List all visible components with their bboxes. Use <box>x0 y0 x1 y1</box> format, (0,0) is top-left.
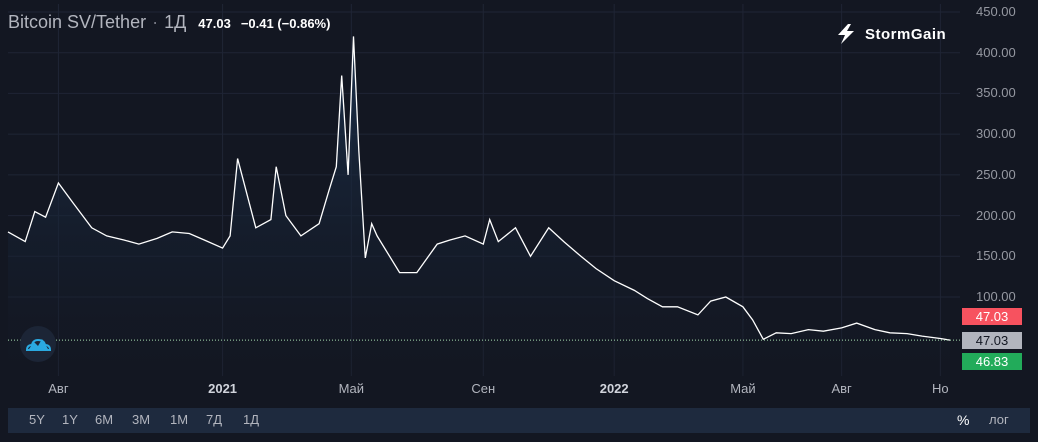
y-tick-label: 150.00 <box>976 248 1016 264</box>
range-1d-button[interactable]: 1Д <box>243 412 260 427</box>
percent-scale-toggle[interactable]: % <box>957 412 970 428</box>
y-tick-label: 350.00 <box>976 85 1016 101</box>
last-price: 47.03 <box>198 16 231 31</box>
price-change: −0.41 (−0.86%) <box>240 16 331 31</box>
range-6m-button[interactable]: 6M <box>95 412 114 427</box>
y-tick-label: 300.00 <box>976 126 1016 142</box>
range-1m-button[interactable]: 1M <box>170 412 189 427</box>
y-tick-label: 400.00 <box>976 44 1016 60</box>
timeframe-label[interactable]: 1Д <box>164 12 187 32</box>
tradingview-badge[interactable] <box>20 326 56 362</box>
cloud-icon <box>25 338 52 351</box>
symbol-name[interactable]: Bitcoin SV/Tether <box>8 12 147 32</box>
y-tick-label: 200.00 <box>976 207 1016 223</box>
header-separator: · <box>152 12 159 32</box>
x-tick-label: Но <box>932 381 949 396</box>
price-area <box>8 36 950 377</box>
x-tick-label: Авг <box>831 381 852 396</box>
y-tick-label: 100.00 <box>976 289 1016 304</box>
chart-header: Bitcoin SV/Tether · 1Д 47.03 −0.41 (−0.8… <box>8 12 330 33</box>
stormgain-icon <box>838 24 854 44</box>
x-tick-label: Сен <box>471 381 496 396</box>
brand-name: StormGain <box>865 25 947 43</box>
x-tick-label: 2022 <box>599 381 629 396</box>
range-toolbar: 5Y 1Y 6M 3M 1M 7Д 1Д % лог <box>8 408 1030 433</box>
price-tag-high: 47.03 <box>962 308 1022 325</box>
y-tick-label: 250.00 <box>976 166 1016 182</box>
price-tag-low: 46.83 <box>962 353 1022 370</box>
x-tick-label: Май <box>338 381 365 396</box>
range-1y-button[interactable]: 1Y <box>62 412 78 427</box>
log-scale-toggle[interactable]: лог <box>989 412 1009 427</box>
price-tag-current: 47.03 <box>962 332 1022 349</box>
brand-logo[interactable]: StormGain <box>835 23 946 45</box>
x-tick-label: Май <box>730 381 756 396</box>
range-3m-button[interactable]: 3M <box>132 412 151 427</box>
range-7d-button[interactable]: 7Д <box>206 412 223 427</box>
x-tick-label: 2021 <box>208 381 238 396</box>
price-line <box>7 36 951 341</box>
range-5y-button[interactable]: 5Y <box>29 412 45 427</box>
x-tick-label: Авг <box>48 381 69 396</box>
y-tick-label: 450.00 <box>976 4 1016 19</box>
